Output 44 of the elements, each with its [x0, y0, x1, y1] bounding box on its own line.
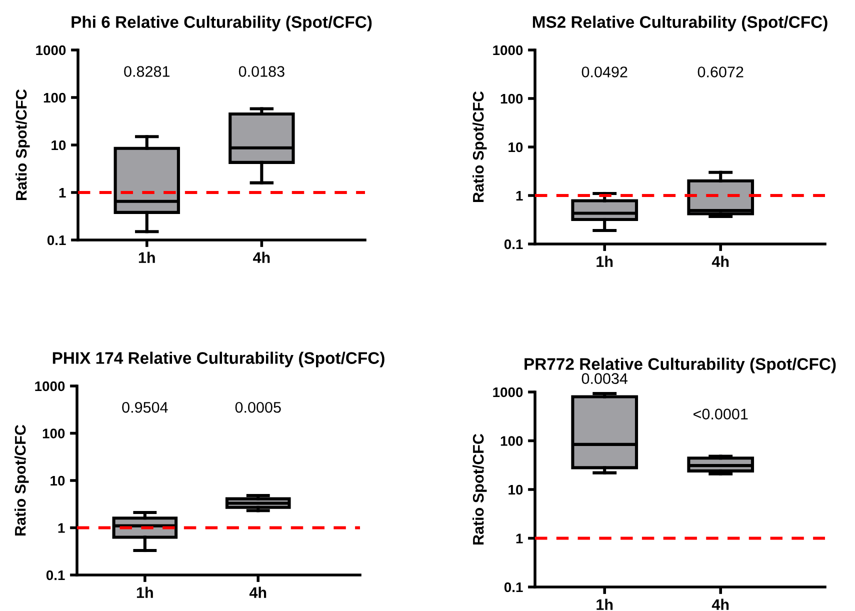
y-tick-label: 1 [516, 190, 523, 201]
y-tick-label: 0.1 [504, 582, 523, 592]
y-tick-label: 0.1 [46, 570, 65, 580]
y-axis-title: Ratio Spot/CFC [472, 91, 487, 202]
annotation: 0.6072 [698, 66, 744, 78]
x-tick-label: 1h [596, 598, 613, 610]
annotation: 0.9504 [122, 402, 168, 413]
annotation: 0.0492 [582, 66, 628, 78]
y-tick-label: 100 [500, 436, 523, 446]
y-tick-label: 1 [58, 523, 65, 533]
y-tick-label: 10 [508, 142, 523, 152]
text: 0.0034 [582, 373, 628, 384]
annotation: 0.8281 [124, 66, 170, 77]
y-tick-label: 1000 [35, 381, 65, 392]
x-tick-label: 4h [253, 252, 270, 263]
x-tick-label: 1h [596, 256, 613, 267]
x-tick-label: 4h [712, 256, 729, 267]
y-axis-title: Ratio Spot/CFC [14, 424, 29, 536]
y-tick-label: 10 [508, 484, 523, 495]
annotation: <0.0001 [694, 408, 748, 420]
chart-title: MS2 Relative Culturability (Spot/CFC) [532, 16, 828, 32]
y-tick-label: 1000 [493, 45, 523, 56]
y-axis-title: Ratio Spot/CFC [16, 89, 30, 200]
y-tick-label: 1000 [493, 387, 523, 398]
x-tick-label: 1h [138, 252, 155, 263]
chart-title: PR772 Relative Culturability (Spot/CFC) [524, 358, 836, 374]
chart-title: Phi 6 Relative Culturability (Spot/CFC) [72, 16, 372, 32]
y-tick-label: 0.1 [47, 235, 66, 246]
annotation: 0.0183 [238, 66, 284, 77]
y-axis-title: Ratio Spot/CFC [472, 434, 487, 544]
x-tick-label: 1h [136, 586, 153, 598]
y-tick-label: 100 [44, 92, 66, 103]
annotation: 0.0005 [235, 402, 281, 413]
x-tick-label: 4h [249, 586, 266, 598]
y-tick-label: 100 [42, 428, 65, 438]
chart-title: PHIX 174 Relative Culturability (Spot/CFC) [52, 352, 384, 368]
y-tick-label: 10 [52, 140, 66, 150]
y-tick-label: 100 [500, 94, 523, 104]
x-tick-label: 4h [712, 598, 729, 610]
y-tick-label: 1 [59, 188, 66, 198]
y-tick-label: 10 [50, 476, 65, 486]
y-tick-label: 0.1 [504, 239, 523, 250]
y-tick-label: 1000 [36, 45, 66, 56]
y-tick-label: 1 [516, 534, 523, 544]
